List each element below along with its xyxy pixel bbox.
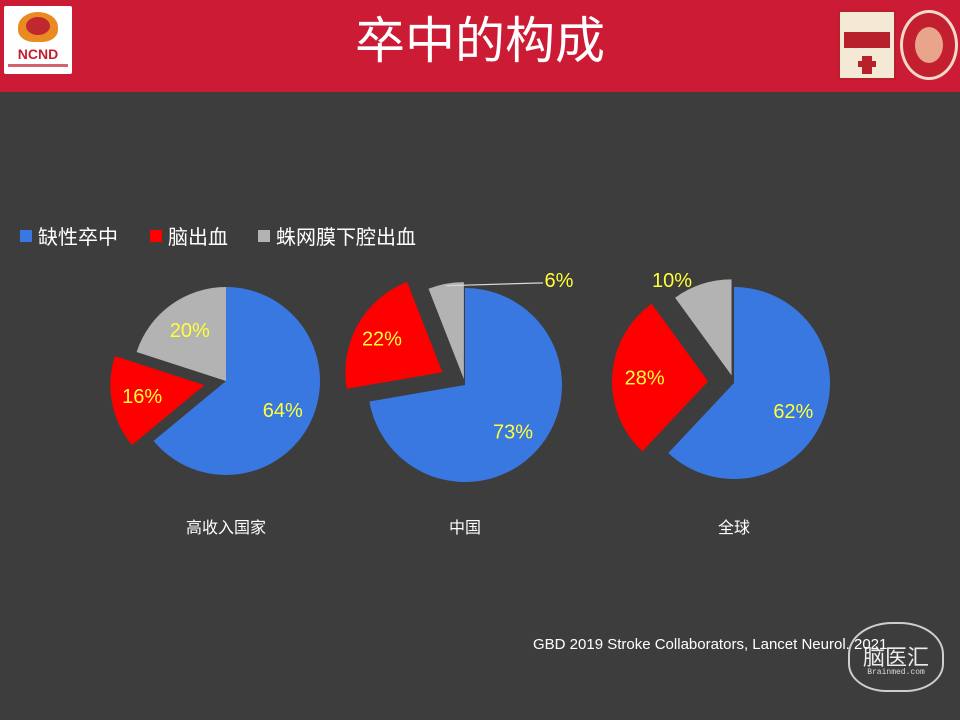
pie-slice-sah-1 bbox=[136, 286, 226, 381]
legend-label-ischemic: 缺性卒中 bbox=[38, 225, 118, 249]
category-label-3: 全球 bbox=[718, 518, 750, 537]
category-label-1: 高收入国家 bbox=[186, 518, 266, 537]
pie-slice-ischemic-2 bbox=[369, 288, 562, 482]
data-label-hemorrhage-2: 22% bbox=[362, 329, 402, 351]
legend-label-hemorrhage: 脑出血 bbox=[168, 225, 228, 249]
data-label-hemorrhage-3: 28% bbox=[625, 368, 665, 390]
data-label-sah-1: 20% bbox=[170, 320, 210, 342]
pie-slice-ischemic-1 bbox=[153, 287, 321, 475]
data-label-sah-2: 6% bbox=[545, 270, 574, 292]
pie-slice-sah-2 bbox=[428, 282, 464, 380]
legend-swatch-hemorrhage bbox=[150, 230, 162, 242]
leader-line-sah-2 bbox=[446, 282, 543, 287]
data-label-ischemic-3: 62% bbox=[773, 401, 813, 423]
data-label-ischemic-1: 64% bbox=[263, 400, 303, 422]
logo-underline bbox=[8, 64, 68, 67]
watermark-url: Brainmed.com bbox=[867, 668, 925, 677]
title-bar: NCND 卒中的构成 bbox=[0, 0, 960, 92]
pie-slice-sah-3 bbox=[675, 279, 732, 376]
pie-slice-hemorrhage-3 bbox=[612, 303, 709, 452]
data-label-ischemic-2: 73% bbox=[493, 422, 533, 444]
data-label-sah-3: 10% bbox=[652, 270, 692, 292]
watermark-text: 脑医汇 bbox=[862, 646, 929, 671]
brain-logo-inner-icon bbox=[26, 17, 50, 35]
legend-label-sah: 蛛网膜下腔出血 bbox=[276, 225, 416, 249]
citation: GBD 2019 Stroke Collaborators, Lancet Ne… bbox=[533, 636, 888, 653]
pie-slice-hemorrhage-1 bbox=[110, 356, 205, 446]
logo-text: NCND bbox=[17, 46, 59, 62]
ncnd-logo: NCND bbox=[4, 6, 72, 74]
university-seal-icon bbox=[900, 10, 958, 80]
pie-slice-ischemic-3 bbox=[668, 287, 830, 479]
category-label-2: 中国 bbox=[449, 518, 481, 537]
data-label-hemorrhage-1: 16% bbox=[122, 386, 162, 408]
hospital-emblem-icon bbox=[838, 10, 896, 80]
slide-title: 卒中的构成 bbox=[355, 12, 605, 70]
pie-slice-hemorrhage-2 bbox=[345, 281, 443, 389]
watermark-logo: 脑医汇 Brainmed.com bbox=[848, 622, 944, 692]
legend-swatch-ischemic bbox=[20, 230, 32, 242]
legend-swatch-sah bbox=[258, 230, 270, 242]
